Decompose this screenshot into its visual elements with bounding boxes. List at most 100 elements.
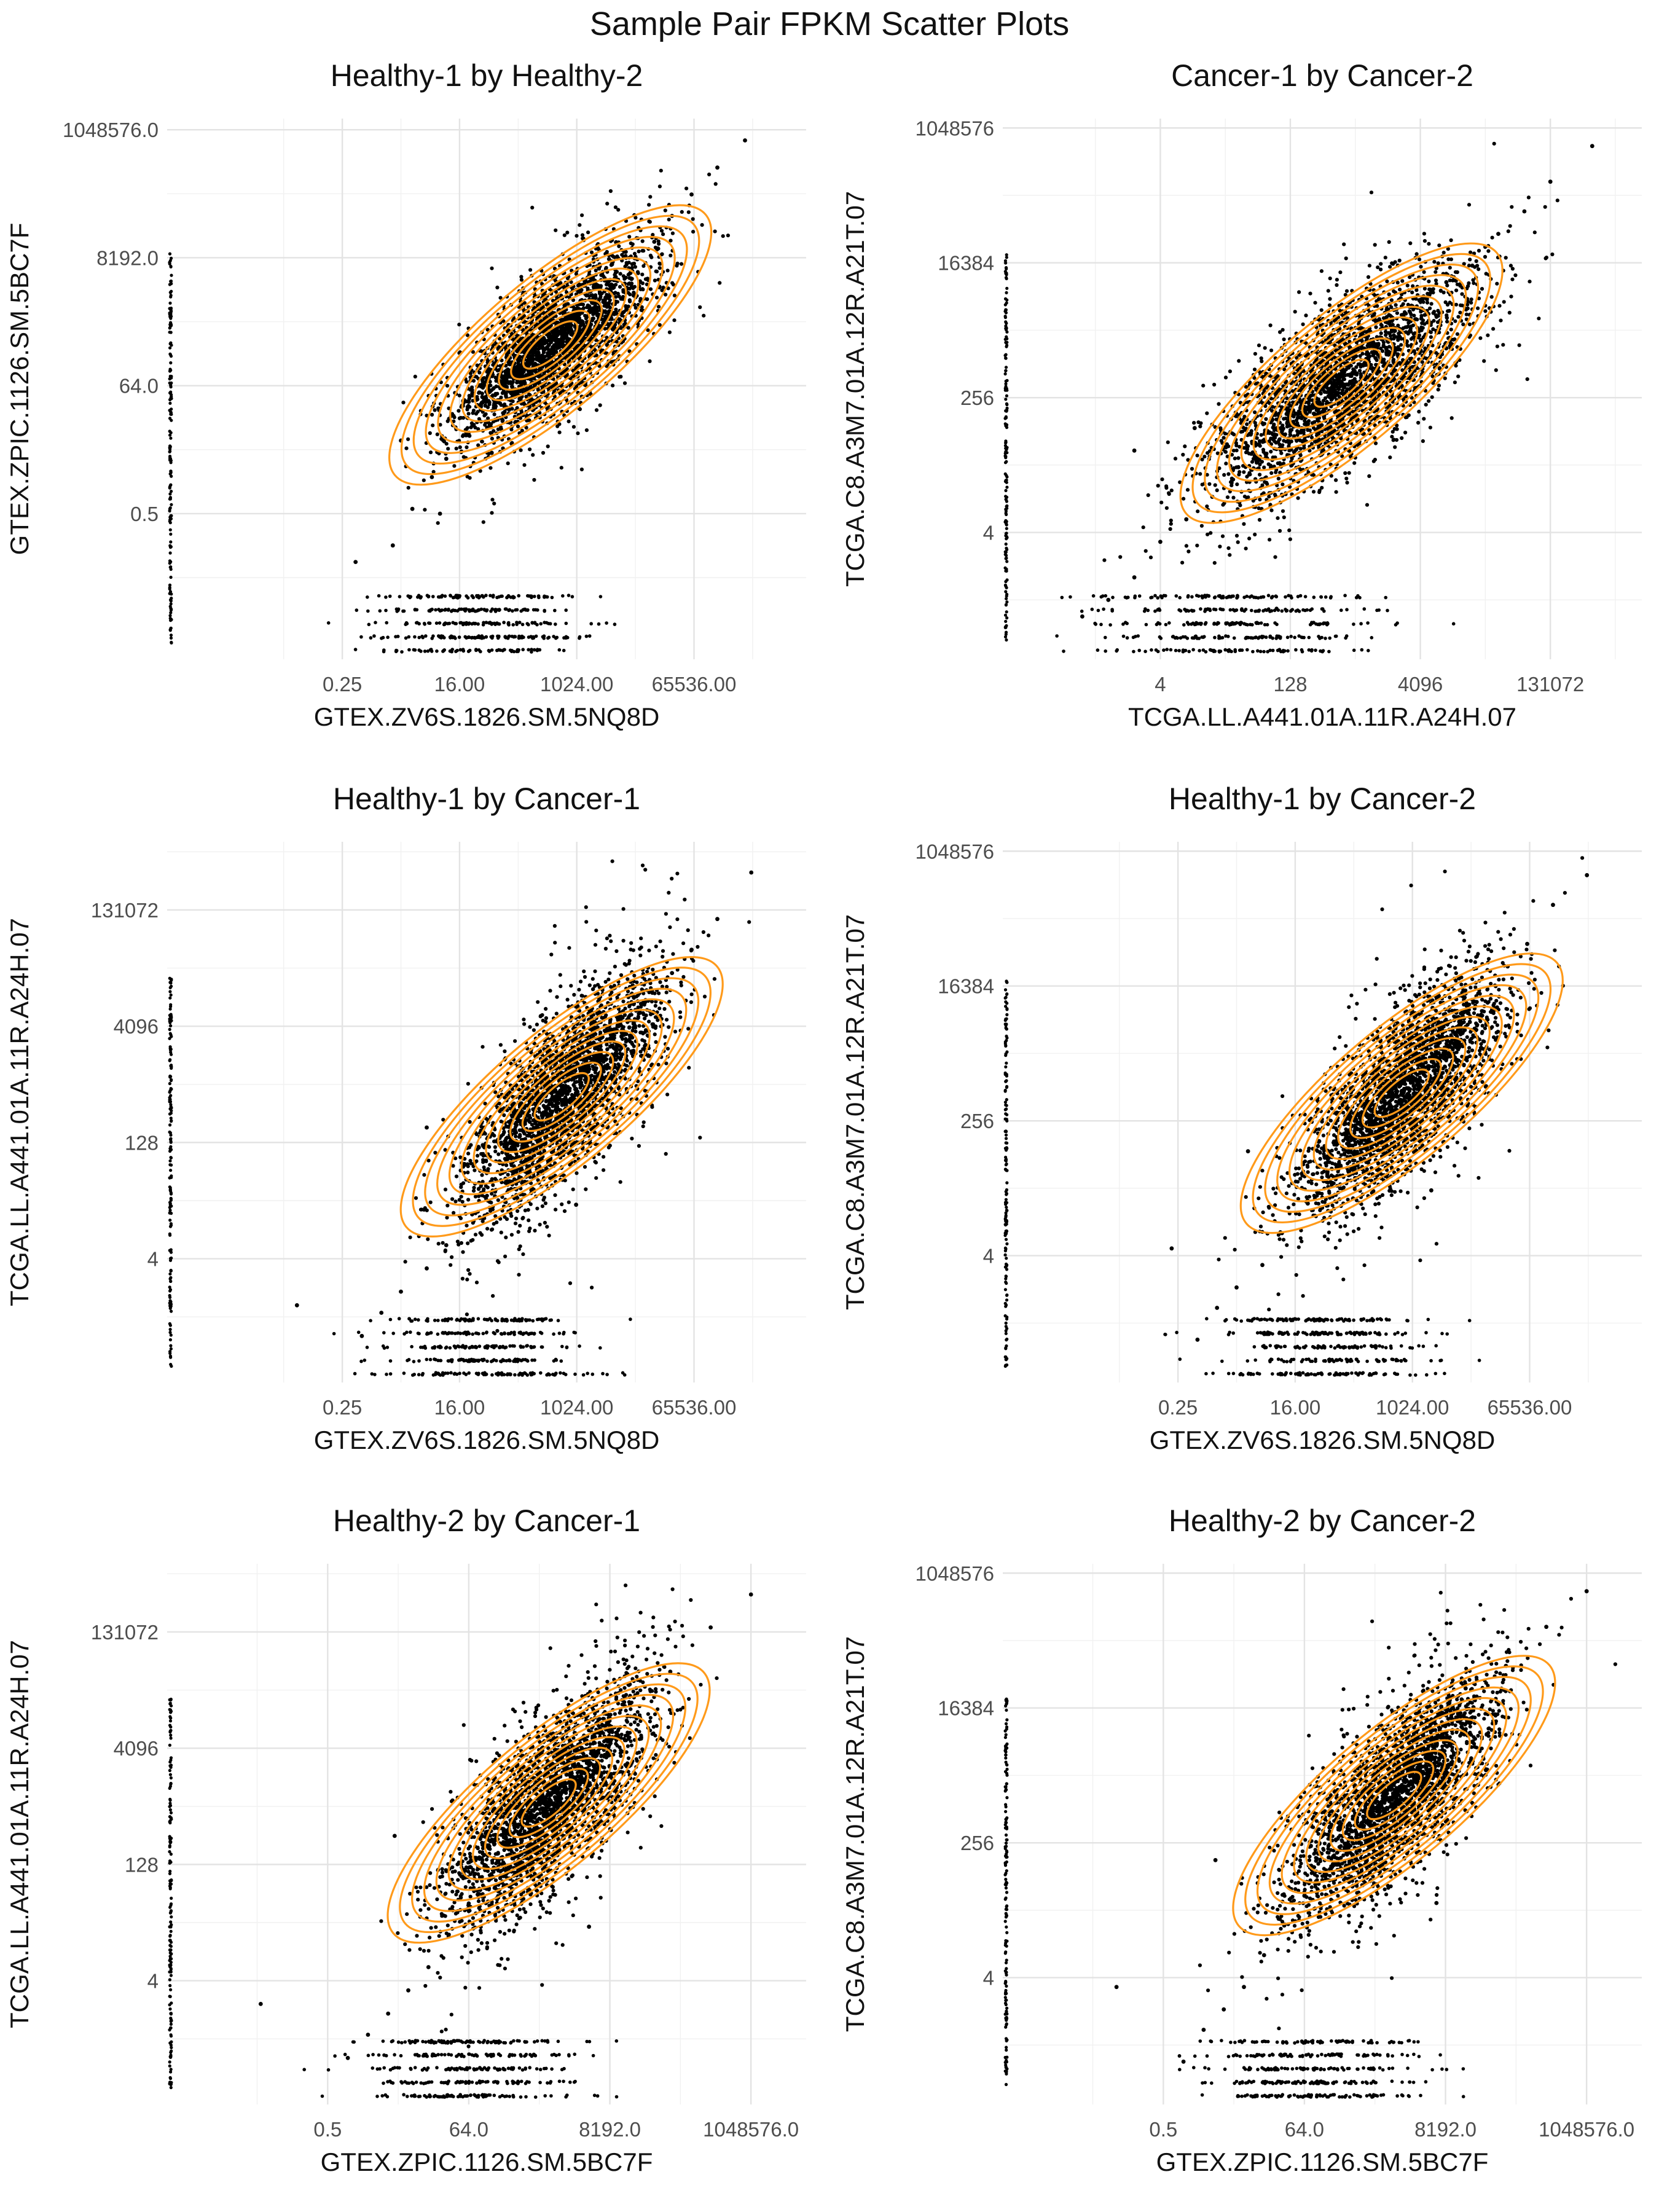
data-point — [433, 408, 437, 412]
data-point — [507, 635, 511, 638]
data-point — [168, 485, 171, 489]
data-point — [1284, 416, 1288, 421]
data-point — [1449, 238, 1453, 243]
data-point — [1414, 288, 1419, 292]
panel-title: Cancer-1 by Cancer-2 — [1171, 58, 1473, 93]
data-point — [557, 345, 562, 350]
data-point — [1446, 257, 1451, 261]
data-point — [1340, 454, 1344, 458]
data-point — [528, 359, 533, 364]
data-point — [1257, 442, 1261, 446]
data-point — [702, 313, 706, 318]
data-point — [496, 345, 501, 349]
data-point — [1375, 304, 1379, 308]
data-point — [1276, 476, 1281, 481]
data-point — [503, 381, 508, 386]
data-point — [481, 520, 485, 524]
data-point — [625, 307, 629, 312]
data-point — [534, 608, 538, 612]
data-point — [1309, 442, 1314, 446]
data-point — [1416, 420, 1421, 425]
data-point — [1430, 395, 1434, 399]
data-point — [624, 262, 629, 267]
minor-grid — [167, 119, 806, 659]
data-point — [442, 649, 445, 653]
data-point — [168, 592, 171, 595]
data-point — [353, 560, 358, 564]
data-point — [1278, 330, 1282, 334]
y-axis-label: GTEX.ZPIC.1126.SM.5BC7F — [5, 223, 34, 555]
data-point — [571, 425, 576, 429]
data-point — [541, 635, 545, 639]
data-point — [468, 609, 471, 613]
data-point — [610, 284, 614, 288]
data-point — [1504, 256, 1508, 260]
data-point — [1202, 455, 1207, 459]
data-point — [1453, 319, 1457, 323]
data-point — [546, 351, 550, 355]
data-point — [1354, 355, 1358, 359]
data-point — [396, 607, 401, 611]
data-point — [168, 301, 172, 305]
data-point — [169, 575, 173, 579]
data-point — [483, 423, 487, 427]
data-point — [594, 361, 598, 365]
data-point — [510, 385, 514, 389]
data-point — [475, 595, 479, 598]
data-point — [1422, 239, 1427, 243]
data-point — [715, 165, 720, 170]
data-point — [500, 375, 504, 380]
data-point — [484, 621, 488, 624]
data-point — [1186, 549, 1191, 554]
data-point — [508, 608, 512, 612]
data-point — [1422, 417, 1426, 421]
data-point — [496, 427, 500, 431]
data-point — [1495, 281, 1499, 286]
data-point — [565, 340, 569, 344]
data-point — [170, 474, 173, 478]
data-point — [168, 506, 172, 510]
data-point — [648, 220, 652, 224]
data-point — [1271, 405, 1275, 409]
data-point — [1288, 537, 1292, 541]
data-point — [492, 403, 496, 407]
data-point — [1369, 190, 1374, 195]
data-point — [400, 650, 404, 654]
data-point — [630, 265, 634, 270]
data-point — [721, 234, 725, 238]
data-point — [667, 330, 672, 334]
data-point — [168, 497, 172, 501]
data-point — [575, 233, 579, 238]
data-point — [1395, 280, 1400, 284]
data-point — [443, 594, 447, 598]
data-point — [689, 192, 694, 197]
data-point — [524, 387, 528, 392]
data-point — [506, 461, 510, 466]
data-point — [1329, 474, 1333, 478]
data-point — [1528, 280, 1532, 284]
data-point — [1465, 302, 1470, 307]
data-point — [473, 425, 477, 430]
data-point — [648, 359, 652, 363]
data-point — [530, 650, 533, 654]
data-point — [1269, 449, 1273, 454]
data-point — [1234, 441, 1238, 445]
data-point — [461, 621, 466, 626]
data-point — [519, 366, 524, 371]
data-point — [1347, 471, 1351, 475]
data-point — [168, 457, 173, 461]
data-point — [1156, 484, 1160, 488]
data-point — [466, 412, 471, 416]
data-point — [658, 262, 662, 266]
data-point — [507, 380, 512, 385]
density-contour — [473, 278, 627, 412]
data-point — [659, 229, 664, 233]
data-point — [669, 253, 673, 257]
data-point — [527, 363, 531, 367]
data-point — [1453, 270, 1458, 274]
data-point — [1495, 344, 1499, 348]
data-point — [1419, 339, 1423, 343]
data-point — [1313, 300, 1317, 305]
data-point — [1343, 471, 1347, 476]
data-point — [1388, 363, 1393, 368]
